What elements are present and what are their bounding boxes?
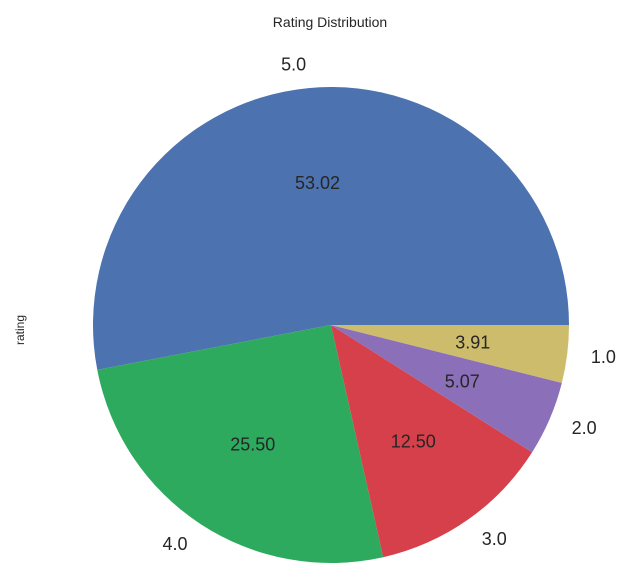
- pie-slices: [93, 87, 569, 563]
- pie-slice-5.0: [93, 87, 569, 370]
- category-label-2.0: 2.0: [572, 418, 597, 438]
- category-label-4.0: 4.0: [163, 534, 188, 554]
- category-label-3.0: 3.0: [482, 529, 507, 549]
- y-axis-label: rating: [13, 315, 27, 345]
- category-label-5.0: 5.0: [281, 54, 306, 74]
- pie-slice-4.0: [97, 325, 384, 563]
- pie-slice-3.0: [331, 325, 533, 558]
- value-label-2.0: 5.07: [445, 371, 480, 391]
- pie-slice-2.0: [331, 325, 562, 453]
- value-label-5.0: 53.02: [295, 173, 340, 193]
- pie-labels: 5.0 53.02 4.0 25.50 3.0 12.50 2.0 5.07 1.0 3.91: [163, 54, 616, 554]
- pie-slice-1.0: [331, 325, 569, 383]
- value-label-1.0: 3.91: [455, 332, 490, 352]
- value-label-3.0: 12.50: [391, 432, 436, 452]
- value-label-4.0: 25.50: [230, 434, 275, 454]
- category-label-1.0: 1.0: [591, 347, 616, 367]
- chart-title: Rating Distribution: [273, 14, 387, 30]
